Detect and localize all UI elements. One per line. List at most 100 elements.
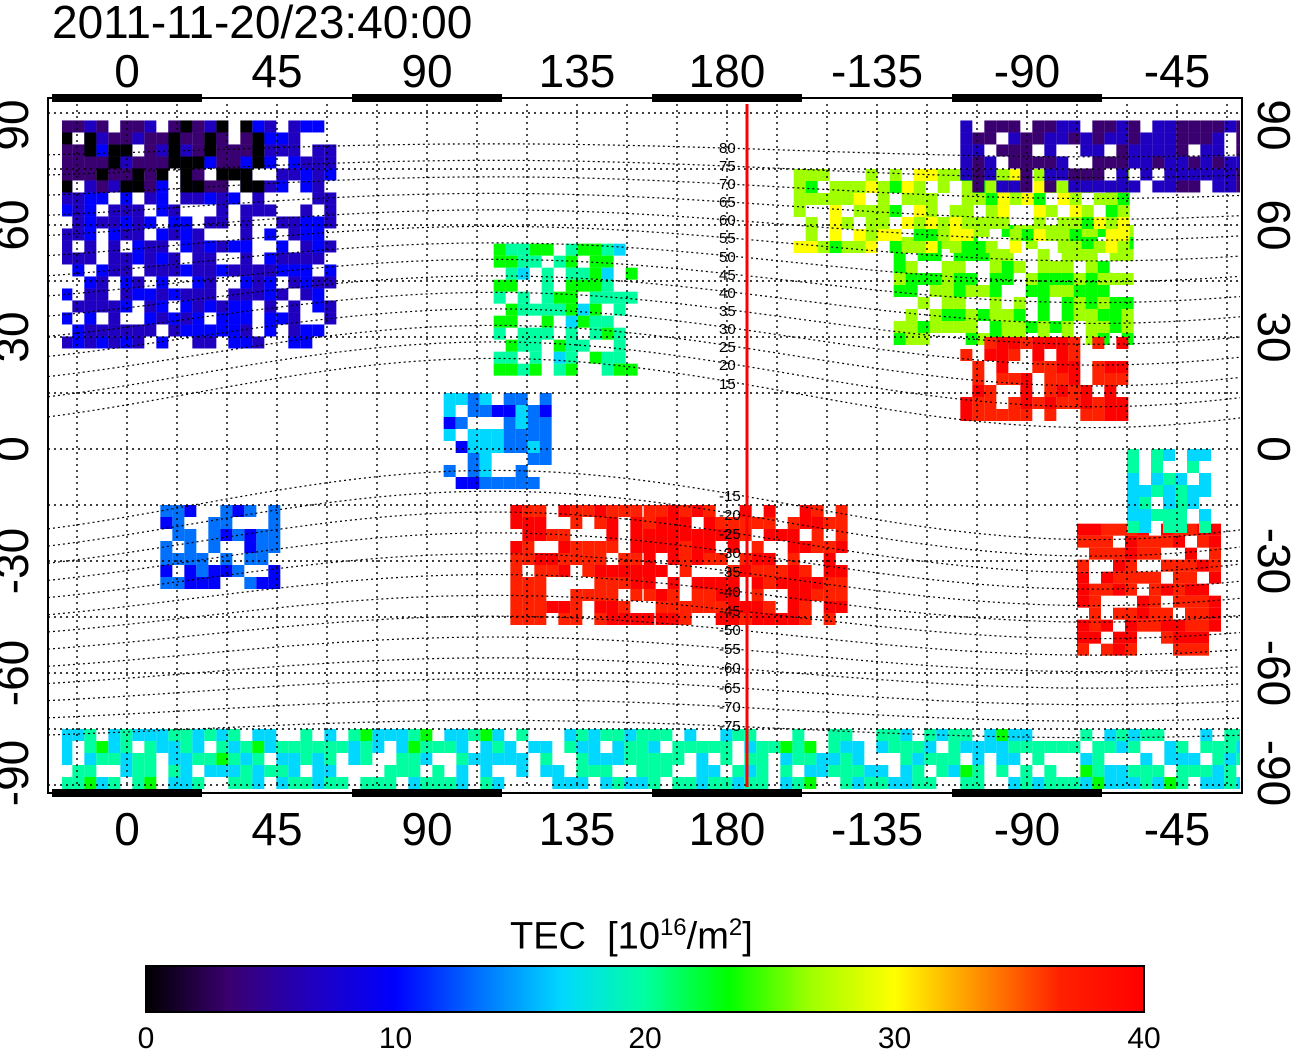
left-latitude-tick-label: -30	[0, 527, 38, 595]
magnetic-latitude-label: 25	[719, 339, 736, 357]
magnetic-latitude-label: -60	[719, 660, 741, 678]
bottom-longitude-tick-label: -135	[830, 803, 924, 855]
magnetic-latitude-contour	[47, 324, 1241, 387]
map-frame	[47, 97, 1243, 794]
magnetic-latitude-label: 75	[719, 157, 736, 175]
magnetic-latitude-label: -65	[719, 679, 741, 697]
tec-region-east-asia	[493, 243, 638, 376]
magnetic-latitude-label: -25	[719, 526, 741, 543]
magnetic-latitude-contour	[47, 291, 1241, 345]
top-longitude-tick-label: -90	[993, 45, 1061, 97]
top-longitude-tick-label: -135	[830, 45, 924, 97]
frame-tick-bar	[52, 789, 202, 797]
top-longitude-tick-label: 135	[538, 45, 616, 97]
left-latitude-tick-label: 0	[0, 399, 38, 499]
colorbar-tick-label: 20	[628, 1022, 662, 1055]
magnetic-latitude-label: 30	[719, 321, 736, 339]
frame-tick-bar	[952, 94, 1102, 102]
magnetic-latitude-label: 65	[719, 194, 736, 212]
frame-tick-bar	[352, 94, 502, 102]
tec-region-arctic-west	[960, 120, 1240, 193]
frame-tick-bar	[952, 789, 1102, 797]
magnetic-latitude-label: 60	[719, 212, 736, 230]
left-latitude-tick-label: -90	[0, 739, 38, 807]
left-latitude-tick-label: 30	[0, 311, 38, 363]
magnetic-latitude-label: -20	[719, 506, 741, 524]
magnetic-latitude-label: -35	[719, 564, 741, 582]
bottom-longitude-tick-label: 90	[401, 803, 453, 855]
magnetic-latitude-label: 55	[719, 230, 736, 248]
magnetic-latitude-label: -75	[719, 717, 741, 735]
magnetic-latitude-label: 40	[719, 284, 736, 302]
right-latitude-tick-label: 0	[1248, 399, 1292, 499]
tec-region-australia	[510, 505, 655, 625]
magnetic-latitude-label: 80	[719, 139, 736, 157]
tec-region-indonesia	[443, 393, 552, 489]
magnetic-latitude-contour	[47, 143, 1241, 158]
colorbar-unit-prefix: [10	[607, 915, 660, 958]
magnetic-latitude-label: -30	[719, 545, 741, 563]
magnetic-latitude-label: 50	[719, 248, 736, 266]
colorbar-unit-suffix: ]	[742, 915, 753, 958]
magnetic-latitude-contour	[47, 594, 1241, 640]
tec-region-central-america	[960, 337, 1129, 421]
left-latitude-tick-label: -60	[0, 639, 38, 707]
left-latitude-tick-label: 90	[0, 99, 38, 151]
right-latitude-tick-label: -30	[1248, 527, 1292, 595]
colorbar-title: TEC [1016/m2]	[510, 908, 753, 957]
magnetic-latitude-label: 15	[719, 375, 736, 393]
magnetic-latitude-contour	[47, 258, 1241, 304]
magnetic-latitude-contour	[47, 159, 1241, 179]
frame-tick-bar	[352, 789, 502, 797]
colorbar-tick-label: 30	[877, 1022, 912, 1055]
bottom-longitude-tick-label: 135	[538, 803, 616, 855]
right-latitude-tick-label: 60	[1248, 199, 1292, 251]
bottom-longitude-tick-label: -90	[993, 803, 1061, 855]
timestamp: 2011-11-20/23:40:00	[52, 0, 473, 48]
colorbar-title-text: TEC	[510, 915, 586, 958]
tec-region-africa-south	[160, 505, 281, 589]
magnetic-latitude-contour	[47, 719, 1241, 739]
colorbar-tick-label: 0	[137, 1022, 155, 1055]
magnetic-latitude-contour	[47, 209, 1241, 241]
right-latitude-tick-label: 90	[1248, 99, 1292, 151]
left-latitude-tick-label: 60	[0, 199, 38, 251]
magnetic-latitude-label: -15	[719, 487, 741, 505]
magnetic-latitude-label: -40	[719, 583, 741, 601]
colorbar-tick-label: 10	[378, 1022, 413, 1055]
magnetic-latitude-contour	[47, 511, 1241, 574]
magnetic-latitude-contour	[47, 678, 1241, 706]
colorbar-tick-label: 40	[1127, 1022, 1161, 1055]
bottom-longitude-tick-label: 180	[688, 803, 766, 855]
bottom-longitude-tick-label: -45	[1143, 803, 1211, 855]
magnetic-latitude-contour	[47, 490, 1241, 557]
magnetic-latitude-contour	[47, 357, 1241, 429]
top-longitude-tick-label: 90	[401, 45, 453, 97]
colorbar-unit-exponent-2: 2	[728, 914, 743, 941]
magnetic-latitude-contour	[47, 192, 1241, 220]
magnetic-latitude-label: 35	[719, 303, 736, 321]
magnetic-latitude-label: -70	[719, 698, 741, 716]
magnetic-latitude-contour	[47, 532, 1241, 590]
top-longitude-tick-label: 45	[251, 45, 303, 97]
colorbar-unit-exponent: 16	[659, 914, 687, 941]
magnetic-latitude-contour	[47, 225, 1241, 262]
magnetic-latitude-contour	[47, 698, 1241, 722]
magnetic-latitude-label: 45	[719, 266, 736, 284]
top-longitude-tick-label: 0	[114, 45, 140, 97]
magnetic-latitude-contour	[47, 242, 1241, 283]
magnetic-latitude-contour	[47, 636, 1241, 673]
magnetic-latitude-contour	[47, 341, 1241, 408]
right-latitude-tick-label: -90	[1248, 739, 1292, 807]
magnetic-latitude-contour	[47, 553, 1241, 607]
tec-region-brazil	[1127, 449, 1211, 533]
frame-tick-bar	[652, 789, 802, 797]
magnetic-latitude-contour	[47, 176, 1241, 200]
magnetic-latitude-label: -50	[719, 621, 741, 639]
magnetic-latitude-label: -55	[719, 641, 741, 659]
magnetic-latitude-contour	[47, 657, 1241, 689]
right-latitude-tick-label: 30	[1248, 311, 1292, 363]
bottom-longitude-tick-label: 45	[251, 803, 303, 855]
tec-region-antarctica	[62, 729, 1240, 789]
magnetic-latitude-label: 20	[719, 357, 736, 375]
